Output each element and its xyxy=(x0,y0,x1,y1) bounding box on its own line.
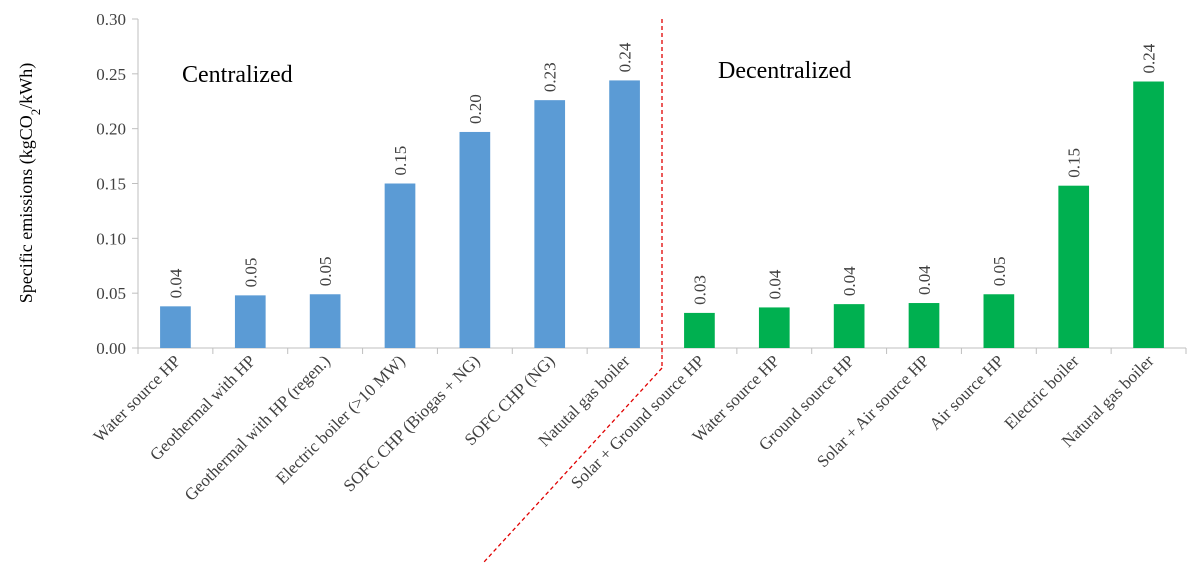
data-labels: 0.04 0.05 0.05 0.15 0.20 0.23 0.24 0.03 0.04 0.04… xyxy=(166,42,1158,305)
group-separator-diagonal xyxy=(483,367,663,563)
data-label: 0.24 xyxy=(616,42,635,72)
data-label: 0.04 xyxy=(915,265,934,295)
bar-decentralized-air-source-hp xyxy=(983,294,1015,348)
data-label: 0.05 xyxy=(316,257,335,287)
bar-centralized-sofc-chp-ng xyxy=(534,100,566,348)
bar-decentralized-water-source-hp xyxy=(758,307,790,348)
data-label: 0.23 xyxy=(541,62,560,92)
bar-centralized-sofc-chp-biogas-ng xyxy=(459,131,491,348)
bar-decentralized-solar-air-source-hp xyxy=(908,303,940,348)
bar-decentralized-natural-gas-boiler xyxy=(1133,81,1164,348)
group-label-decentralized: Decentralized xyxy=(718,58,851,84)
bar-decentralized-ground-source-hp xyxy=(833,304,865,348)
bar-centralized-electric-boiler-10-mw xyxy=(384,183,416,348)
category-label: Air source HP xyxy=(925,351,1007,433)
bar-decentralized-solar-ground-source-hp xyxy=(684,312,715,348)
y-axis-ticks: 0.00 0.05 0.10 0.15 0.20 0.25 0.30 xyxy=(96,10,138,358)
bars xyxy=(160,80,1164,348)
bar-centralized-geothermal-with-hp-regen xyxy=(309,294,341,348)
data-label: 0.20 xyxy=(466,94,485,124)
category-label: Electric boiler xyxy=(1001,351,1083,433)
y-tick-label: 0.20 xyxy=(96,120,126,139)
y-tick-label: 0.25 xyxy=(96,65,126,84)
bar-centralized-natutal-gas-boiler xyxy=(609,80,640,348)
data-label: 0.24 xyxy=(1140,43,1159,73)
y-tick-label: 0.15 xyxy=(96,175,126,194)
data-label: 0.03 xyxy=(690,275,709,305)
category-label: SOFC CHP (Biogas + NG) xyxy=(340,351,484,495)
y-axis-title: Specific emissions (kgCO2/kWh) xyxy=(16,63,43,303)
y-tick-label: 0.10 xyxy=(96,229,126,248)
data-label: 0.05 xyxy=(990,257,1009,287)
data-label: 0.04 xyxy=(840,266,859,296)
y-tick-label: 0.00 xyxy=(96,339,126,358)
group-label-centralized: Centralized xyxy=(182,62,293,88)
data-label: 0.15 xyxy=(1065,148,1084,178)
y-tick-label: 0.30 xyxy=(96,10,126,29)
bar-decentralized-electric-boiler xyxy=(1058,185,1090,348)
bar-centralized-water-source-hp xyxy=(160,306,191,348)
bar-centralized-geothermal-with-hp xyxy=(234,295,266,348)
data-label: 0.04 xyxy=(765,269,784,299)
category-label: Electric boiler (>10 MW) xyxy=(272,351,409,488)
data-label: 0.04 xyxy=(166,268,185,298)
category-label: Geothermal with HP (regen.) xyxy=(181,351,334,504)
data-label: 0.05 xyxy=(241,258,260,288)
category-label: Solar + Ground source HP xyxy=(567,351,708,492)
y-tick-label: 0.05 xyxy=(96,284,126,303)
data-label: 0.15 xyxy=(391,146,410,176)
